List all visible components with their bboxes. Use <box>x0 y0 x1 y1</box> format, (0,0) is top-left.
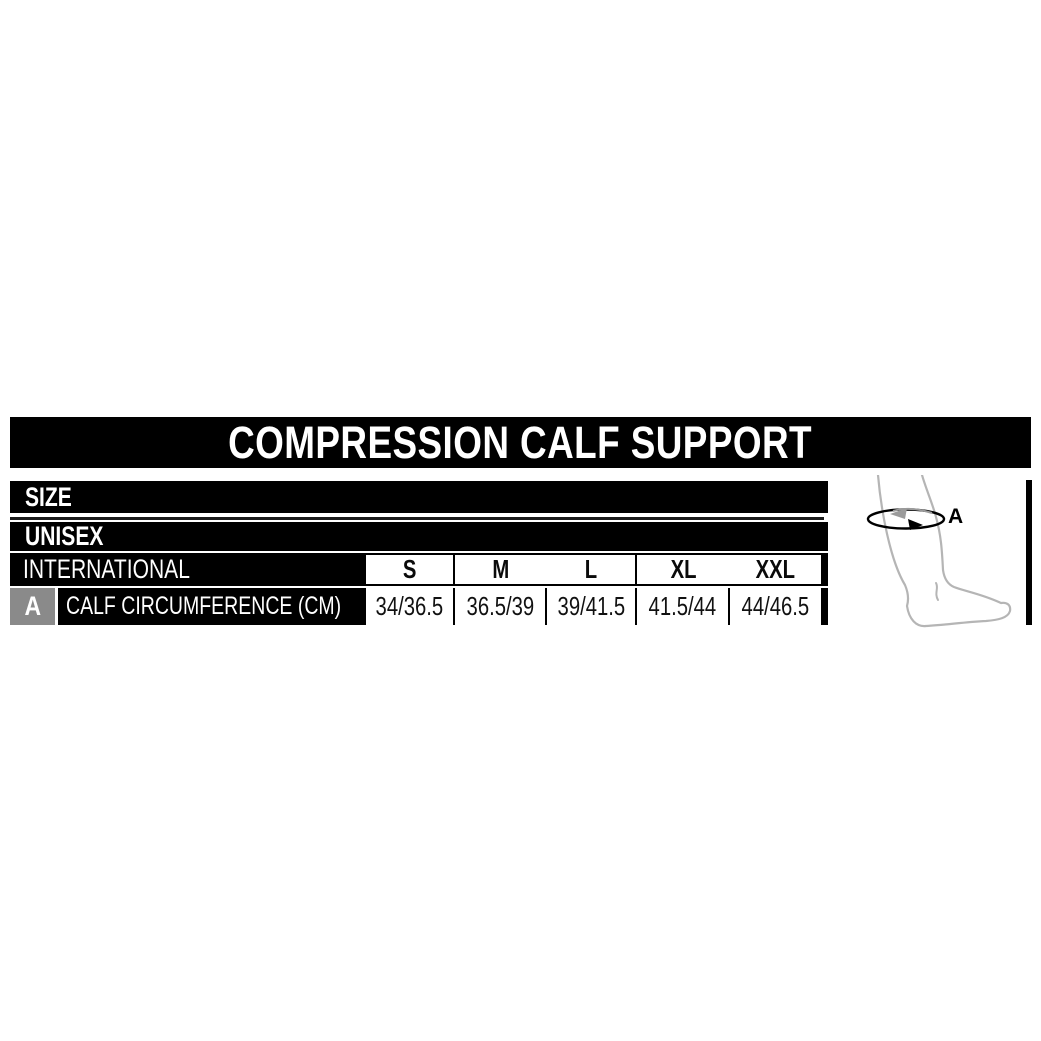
size-column-headers: S M L XL XXL <box>366 553 828 586</box>
gender-row: UNISEX <box>10 521 828 551</box>
leg-diagram: A <box>830 473 1026 630</box>
diagram-marker-label: A <box>948 505 964 528</box>
value-cell-xl: 41.5/44 <box>637 588 730 625</box>
column-header-xl: XL <box>670 554 697 584</box>
measurement-label: CALF CIRCUMFERENCE (CM) <box>66 592 342 620</box>
column-header-l: L <box>547 554 637 584</box>
column-header-xxl: XXL <box>755 554 796 584</box>
chart-title: COMPRESSION CALF SUPPORT <box>228 416 813 468</box>
measurement-label-cell: CALF CIRCUMFERENCE (CM) <box>58 588 366 625</box>
arrow-arc-gray <box>892 507 933 514</box>
value-cell-m: 36.5/39 <box>455 588 547 625</box>
system-label: INTERNATIONAL <box>23 554 190 584</box>
column-header-s: S <box>366 554 455 584</box>
value-cell-xxl: 44/46.5 <box>741 591 810 621</box>
arrow-right-icon <box>908 519 923 530</box>
size-columns-row: INTERNATIONAL S M L XL XXL <box>10 553 828 586</box>
system-label-cell: INTERNATIONAL <box>10 553 366 586</box>
column-header-m: M <box>492 554 510 584</box>
size-header-row: SIZE <box>10 481 828 513</box>
measurement-row: A CALF CIRCUMFERENCE (CM) 34/36.5 36.5/3… <box>10 588 828 625</box>
arrow-left-icon <box>890 508 907 519</box>
ankle-crease <box>935 582 939 601</box>
value-cell-l: 39/41.5 <box>547 588 637 625</box>
value-cell-s: 34/36.5 <box>366 588 455 625</box>
cell-gap <box>55 588 58 625</box>
title-bar: COMPRESSION CALF SUPPORT <box>10 417 1031 468</box>
measurement-values: 34/36.5 36.5/39 39/41.5 41.5/44 44/46.5 <box>366 588 828 625</box>
measurement-letter-cell: A <box>10 588 55 625</box>
size-label: SIZE <box>25 481 72 512</box>
row-divider-line <box>10 517 824 520</box>
calf-circumference-leg-icon <box>866 473 1012 628</box>
diagram-right-bar <box>1026 480 1032 625</box>
measurement-letter: A <box>24 591 41 621</box>
gender-label: UNISEX <box>25 521 104 551</box>
leg-outline <box>876 473 1012 628</box>
